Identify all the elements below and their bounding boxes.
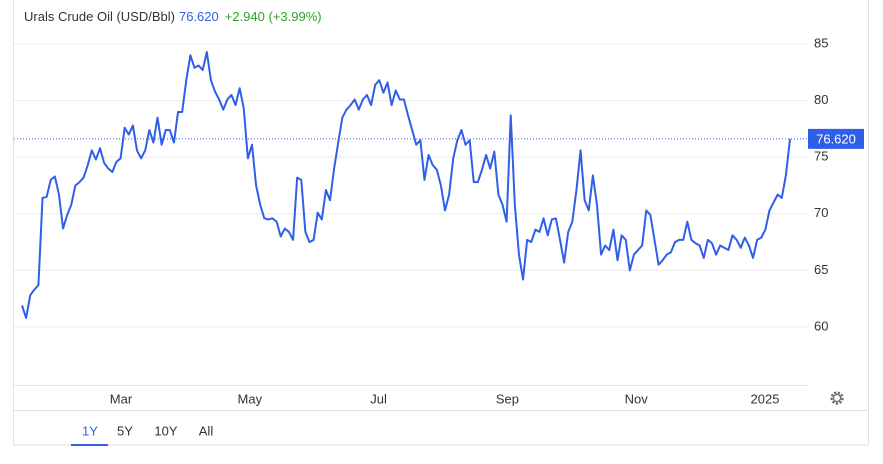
x-tick-label: Mar [110, 391, 133, 406]
plot: 76.620 [14, 50, 864, 319]
y-tick-label: 75 [814, 149, 828, 164]
x-tick-label: Nov [625, 391, 649, 406]
range-button[interactable]: 1Y [82, 423, 98, 438]
price-line [21, 50, 791, 319]
settings-icon[interactable] [830, 391, 844, 405]
x-tick-label: 2025 [751, 391, 780, 406]
y-tick-label: 65 [814, 262, 828, 277]
chart-header: Urals Crude Oil (USD/Bbl) 76.620 +2.940 (+… [24, 9, 322, 24]
change: +2.940 (+3.99%) [225, 9, 322, 24]
y-tick-label: 60 [814, 318, 828, 333]
last-price-tag-label: 76.620 [816, 131, 856, 146]
x-tick-label: May [238, 391, 263, 406]
range-button[interactable]: 10Y [154, 423, 177, 438]
last-price-tag [808, 128, 864, 149]
grid: 60 65 70 75 80 85 Mar May Jul Sep Nov 2025 [14, 35, 828, 406]
y-tick-label: 85 [814, 35, 828, 50]
last-value: 76.620 [179, 9, 219, 24]
gear-teeth [830, 391, 844, 405]
range-button[interactable]: 5Y [117, 423, 133, 438]
widget-border [13, 0, 869, 446]
x-tick-label: Jul [370, 391, 387, 406]
y-tick-label: 80 [814, 92, 828, 107]
chart-title: Urals Crude Oil (USD/Bbl) [24, 9, 175, 24]
y-tick-label: 70 [814, 205, 828, 220]
x-tick-label: Sep [496, 391, 519, 406]
gear-body [832, 393, 842, 403]
range-button[interactable]: All [199, 423, 214, 438]
